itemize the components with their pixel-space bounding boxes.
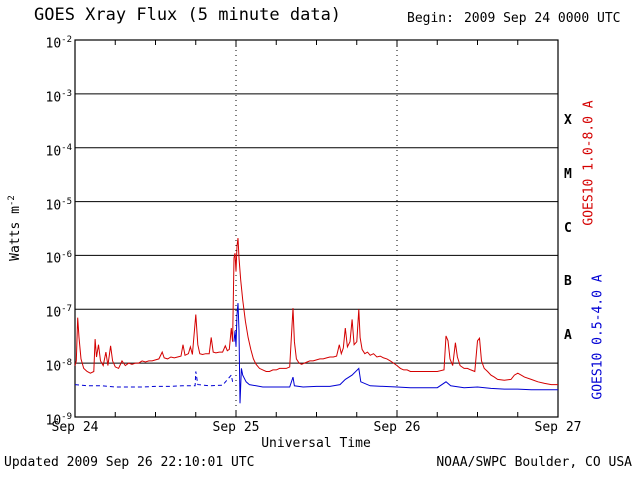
source-credit: NOAA/SWPC Boulder, CO USA (436, 455, 632, 470)
y-tick-label: 10-6 (45, 250, 73, 267)
flare-class-letter: A (564, 328, 572, 344)
flare-class-letter: C (564, 220, 572, 236)
y-tick-label: 10-4 (45, 142, 73, 160)
x-tick-label: Sep 25 (212, 420, 260, 435)
y-tick-label: 10-3 (45, 88, 73, 106)
x-axis-title: Universal Time (261, 436, 371, 451)
x-tick-label: Sep 24 (51, 420, 99, 435)
x-tick-label: Sep 26 (373, 420, 421, 435)
y-tick-label: 10-2 (45, 35, 73, 52)
x-tick-label: Sep 27 (534, 420, 582, 435)
series-label-long: GOES10 1.0-8.0 A (581, 100, 597, 226)
chart-title: GOES Xray Flux (5 minute data) (34, 5, 342, 25)
flare-class-letter: M (564, 166, 572, 182)
y-tick-label: 10-8 (45, 358, 73, 375)
series-label-short: GOES10 0.5-4.0 A (590, 274, 606, 400)
begin-label: Begin: (407, 11, 454, 26)
y-tick-label: 10-5 (45, 196, 73, 213)
y-tick-label: 10-9 (45, 412, 73, 429)
flare-class-letter: X (564, 112, 572, 128)
flare-class-letter: B (564, 274, 572, 290)
updated-timestamp: Updated 2009 Sep 26 22:10:01 UTC (4, 455, 255, 470)
y-tick-label: 10-7 (45, 304, 73, 321)
begin-value: 2009 Sep 24 0000 UTC (463, 11, 621, 26)
begin-time: Begin: 2009 Sep 24 0000 UTC (407, 11, 621, 26)
